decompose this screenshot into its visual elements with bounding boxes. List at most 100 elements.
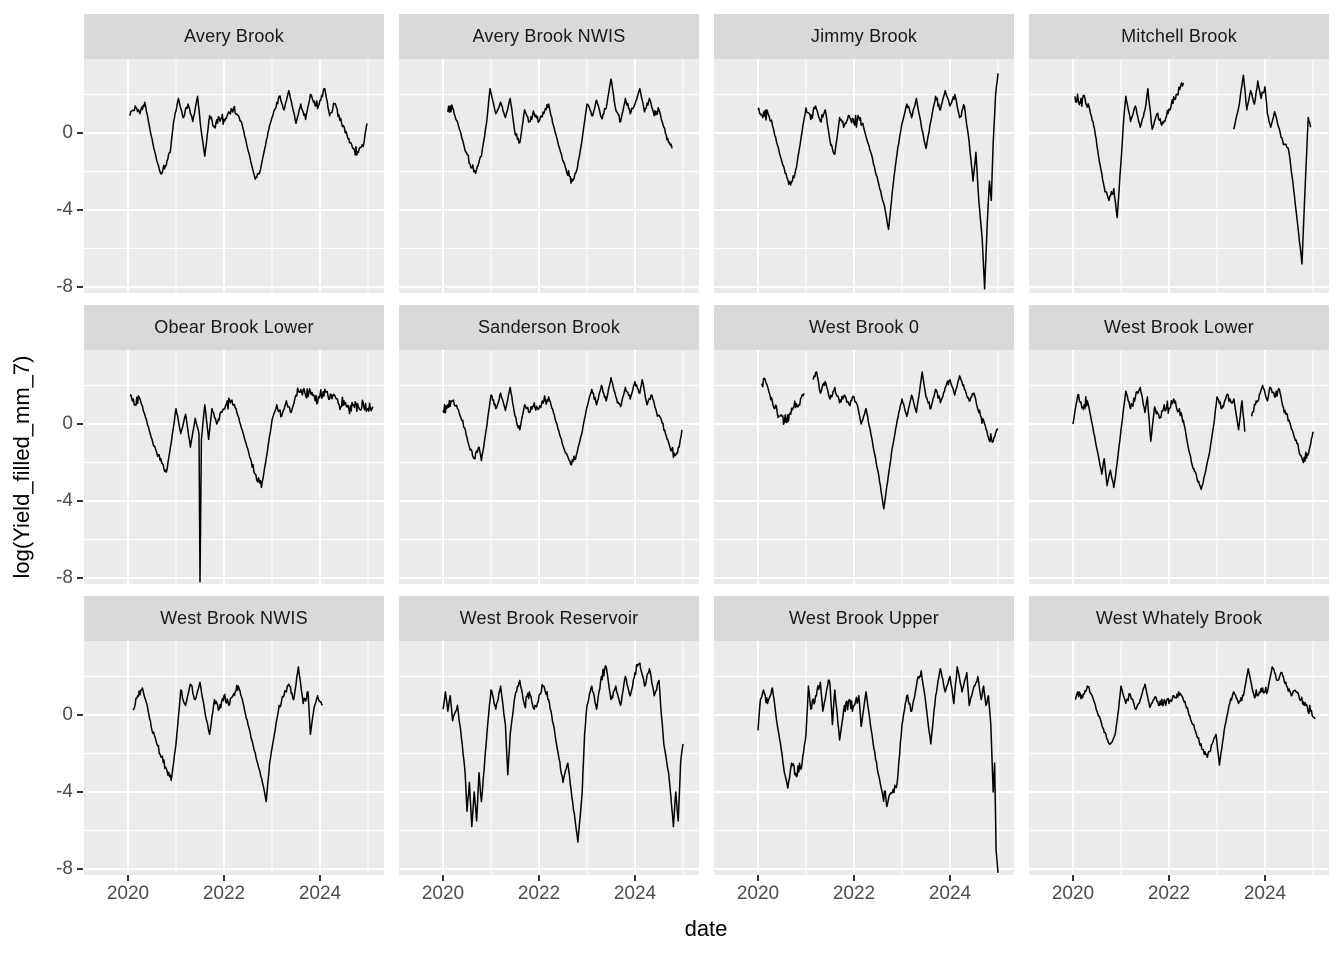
facet-west-brook-lower: West Brook Lower xyxy=(1029,305,1329,584)
y-tick-label: -8 xyxy=(56,276,73,297)
x-axis-tick-mark xyxy=(223,875,225,881)
y-axis-title: log(Yield_filled_mm_7) xyxy=(9,355,34,579)
facet-strip: West Brook Reservoir xyxy=(399,596,699,641)
y-axis-tick-mark xyxy=(77,500,83,502)
x-tick-label: 2024 xyxy=(298,883,342,904)
x-axis-tick-mark xyxy=(1168,875,1170,881)
panel-plot-area xyxy=(399,641,699,875)
y-axis-tick-mark xyxy=(77,132,83,134)
x-axis-tick-mark xyxy=(757,875,759,881)
data-series-line xyxy=(1233,74,1312,265)
x-axis-tick-mark xyxy=(442,875,444,881)
y-axis-tick-mark xyxy=(77,423,83,425)
data-series-line xyxy=(1250,384,1314,464)
facet-avery-brook-nwis: Avery Brook NWIS xyxy=(399,14,699,293)
facet-strip: Sanderson Brook xyxy=(399,305,699,350)
facet-title: West Brook Lower xyxy=(1104,317,1254,337)
panel-plot-area xyxy=(714,641,1014,875)
facet-strip: Avery Brook NWIS xyxy=(399,14,699,59)
facet-strip: West Brook 0 xyxy=(714,305,1014,350)
facet-strip: West Whately Brook xyxy=(1029,596,1329,641)
x-tick-label: 2022 xyxy=(832,883,876,904)
y-axis-tick-mark xyxy=(77,209,83,211)
data-series-line xyxy=(1074,82,1185,219)
data-series-line xyxy=(132,666,324,803)
x-axis-tick-mark xyxy=(853,875,855,881)
y-tick-label: 0 xyxy=(62,413,73,434)
facet-strip: Avery Brook xyxy=(84,14,384,59)
panel-plot-area xyxy=(399,350,699,584)
facet-west-brook-0: West Brook 0 xyxy=(714,305,1014,584)
facet-west-brook-nwis: West Brook NWIS xyxy=(84,596,384,875)
y-axis-tick-mark xyxy=(77,577,83,579)
y-tick-label: -4 xyxy=(56,199,73,220)
panel-plot-area xyxy=(1029,59,1329,293)
panel-plot-area xyxy=(399,59,699,293)
x-tick-label: 2022 xyxy=(1147,883,1191,904)
x-tick-label: 2020 xyxy=(736,883,780,904)
panel-plot-area xyxy=(84,350,384,584)
facet-west-whately-brook: West Whately Brook xyxy=(1029,596,1329,875)
x-tick-label: 2020 xyxy=(421,883,465,904)
panel-plot-area xyxy=(714,59,1014,293)
facet-strip: West Brook Upper xyxy=(714,596,1014,641)
panel-plot-area xyxy=(84,641,384,875)
facet-title: Avery Brook xyxy=(184,26,284,46)
facet-title: West Brook 0 xyxy=(808,317,920,337)
x-tick-label: 2024 xyxy=(613,883,657,904)
facet-title: West Brook Upper xyxy=(789,608,939,628)
panel-plot-area xyxy=(1029,350,1329,584)
facet-west-brook-reservoir: West Brook Reservoir xyxy=(399,596,699,875)
y-axis-tick-mark xyxy=(77,286,83,288)
data-series-line xyxy=(129,387,374,583)
facet-title: West Brook NWIS xyxy=(160,608,308,628)
facet-title: Avery Brook NWIS xyxy=(472,26,626,46)
x-tick-label: 2024 xyxy=(928,883,972,904)
y-tick-label: -4 xyxy=(56,490,73,511)
panel-plot-area xyxy=(1029,641,1329,875)
x-tick-label: 2020 xyxy=(106,883,150,904)
data-series-line xyxy=(757,666,999,873)
facet-title: West Whately Brook xyxy=(1095,608,1263,628)
x-tick-label: 2022 xyxy=(202,883,246,904)
y-axis-tick-mark xyxy=(77,714,83,716)
data-series-line xyxy=(812,371,999,510)
x-axis-tick-mark xyxy=(949,875,951,881)
facet-sanderson-brook: Sanderson Brook xyxy=(399,305,699,584)
facet-jimmy-brook: Jimmy Brook xyxy=(714,14,1014,293)
data-series-line xyxy=(129,87,368,180)
facet-title: Jimmy Brook xyxy=(810,26,918,46)
data-series-line xyxy=(1074,666,1316,766)
x-axis-tick-mark xyxy=(1264,875,1266,881)
facet-strip: West Brook Lower xyxy=(1029,305,1329,350)
data-series-line xyxy=(442,662,684,843)
y-tick-label: 0 xyxy=(62,704,73,725)
facet-title: Mitchell Brook xyxy=(1121,26,1237,46)
x-axis-title: date xyxy=(684,916,728,941)
facet-west-brook-upper: West Brook Upper xyxy=(714,596,1014,875)
y-tick-label: 0 xyxy=(62,122,73,143)
panel-plot-area xyxy=(84,59,384,293)
y-axis-tick-mark xyxy=(77,791,83,793)
facet-strip: Obear Brook Lower xyxy=(84,305,384,350)
x-tick-label: 2020 xyxy=(1051,883,1095,904)
facet-strip: West Brook NWIS xyxy=(84,596,384,641)
x-axis-tick-mark xyxy=(538,875,540,881)
data-series-line xyxy=(442,377,683,466)
data-series-line xyxy=(1072,386,1246,491)
x-axis-tick-mark xyxy=(1072,875,1074,881)
y-tick-label: -8 xyxy=(56,858,73,879)
y-tick-label: -8 xyxy=(56,567,73,588)
facet-obear-brook-lower: Obear Brook Lower xyxy=(84,305,384,584)
x-axis-tick-mark xyxy=(127,875,129,881)
data-series-line xyxy=(757,73,999,290)
y-axis-tick-mark xyxy=(77,868,83,870)
facet-avery-brook: Avery Brook xyxy=(84,14,384,293)
facet-title: Obear Brook Lower xyxy=(154,317,314,337)
facet-mitchell-brook: Mitchell Brook xyxy=(1029,14,1329,293)
x-tick-label: 2022 xyxy=(517,883,561,904)
facet-strip: Mitchell Brook xyxy=(1029,14,1329,59)
facet-strip: Jimmy Brook xyxy=(714,14,1014,59)
facet-grid: Avery Brook Avery Brook NWIS Jimmy Brook… xyxy=(84,14,1329,875)
